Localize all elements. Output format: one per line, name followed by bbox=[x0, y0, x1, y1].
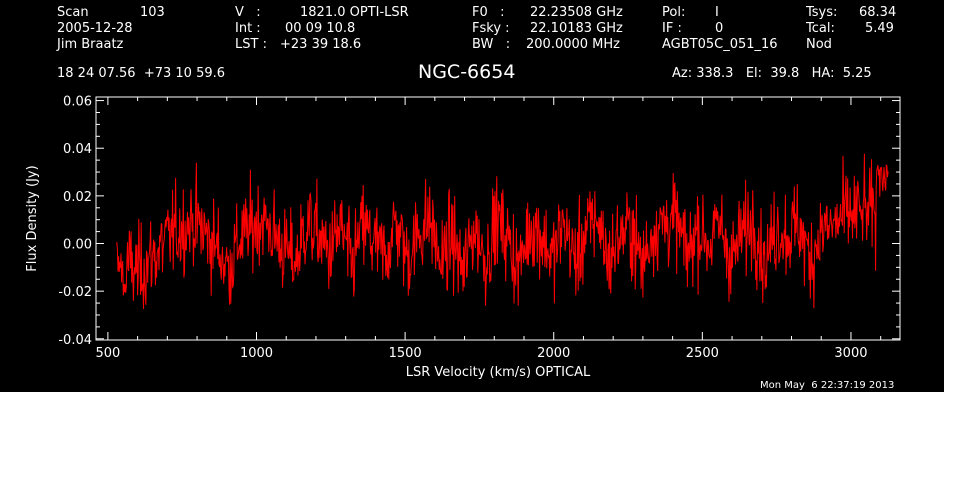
polarization-value: I bbox=[715, 5, 719, 20]
velocity-value: 1821.0 OPTI-LSR bbox=[300, 5, 409, 20]
plot-frame bbox=[95, 96, 901, 341]
x-tick-label: 1000 bbox=[240, 346, 273, 361]
observing-mode: Nod bbox=[806, 37, 832, 52]
if-label: IF : bbox=[662, 21, 682, 36]
tsys-value: 68.34 bbox=[859, 5, 897, 20]
source-name: NGC-6654 bbox=[418, 61, 516, 83]
spectrum-panel bbox=[0, 0, 944, 392]
lst-label: LST : bbox=[235, 37, 267, 52]
velocity-label: V : bbox=[235, 5, 261, 20]
tsys-label: Tsys: bbox=[806, 5, 838, 20]
fsky-label: Fsky : bbox=[472, 21, 510, 36]
plot-timestamp: Mon May 6 22:37:19 2013 bbox=[760, 380, 895, 391]
if-value: 0 bbox=[715, 21, 724, 36]
x-tick-label: 2500 bbox=[686, 346, 719, 361]
project-id: AGBT05C_051_16 bbox=[662, 37, 778, 52]
fsky-value: 22.10183 GHz bbox=[530, 21, 623, 36]
y-tick-label: 0.04 bbox=[63, 142, 92, 157]
spectrum-trace bbox=[116, 153, 889, 309]
lst-value: +23 39 18.6 bbox=[280, 37, 362, 52]
scan-number: 103 bbox=[140, 5, 165, 20]
tcal-value: 5.49 bbox=[865, 21, 894, 36]
observer-name: Jim Braatz bbox=[57, 37, 124, 52]
observation-date: 2005-12-28 bbox=[57, 21, 133, 36]
x-tick-label: 3000 bbox=[834, 346, 867, 361]
source-coordinates: 18 24 07.56 +73 10 59.6 bbox=[57, 66, 226, 81]
y-axis-title: Flux Density (Jy) bbox=[25, 165, 40, 271]
x-axis-title: LSR Velocity (km/s) OPTICAL bbox=[406, 365, 591, 380]
az-el-ha: Az: 338.3 El: 39.8 HA: 5.25 bbox=[672, 66, 872, 81]
y-tick-label: 0.06 bbox=[63, 95, 92, 110]
y-tick-label: -0.02 bbox=[58, 285, 92, 300]
integration-value: 00 09 10.8 bbox=[285, 21, 356, 36]
x-tick-label: 500 bbox=[95, 346, 120, 361]
tcal-label: Tcal: bbox=[806, 21, 835, 36]
x-tick-label: 1500 bbox=[389, 346, 422, 361]
scan-label: Scan bbox=[57, 5, 89, 20]
x-tick-label: 2000 bbox=[537, 346, 570, 361]
f0-label: F0 : bbox=[472, 5, 505, 20]
f0-value: 22.23508 GHz bbox=[530, 5, 623, 20]
y-tick-label: 0.02 bbox=[63, 190, 92, 205]
integration-label: Int : bbox=[235, 21, 261, 36]
y-tick-label: -0.04 bbox=[58, 333, 92, 348]
y-tick-label: 0.00 bbox=[63, 238, 92, 253]
bandwidth-value: 200.0000 MHz bbox=[526, 37, 620, 52]
polarization-label: Pol: bbox=[662, 5, 686, 20]
bandwidth-label: BW : bbox=[472, 37, 511, 52]
spectrum-plot: 500 1000 1500 2000 2500 3000 -0.04 -0.02 0.00 0.0… bbox=[25, 95, 901, 380]
